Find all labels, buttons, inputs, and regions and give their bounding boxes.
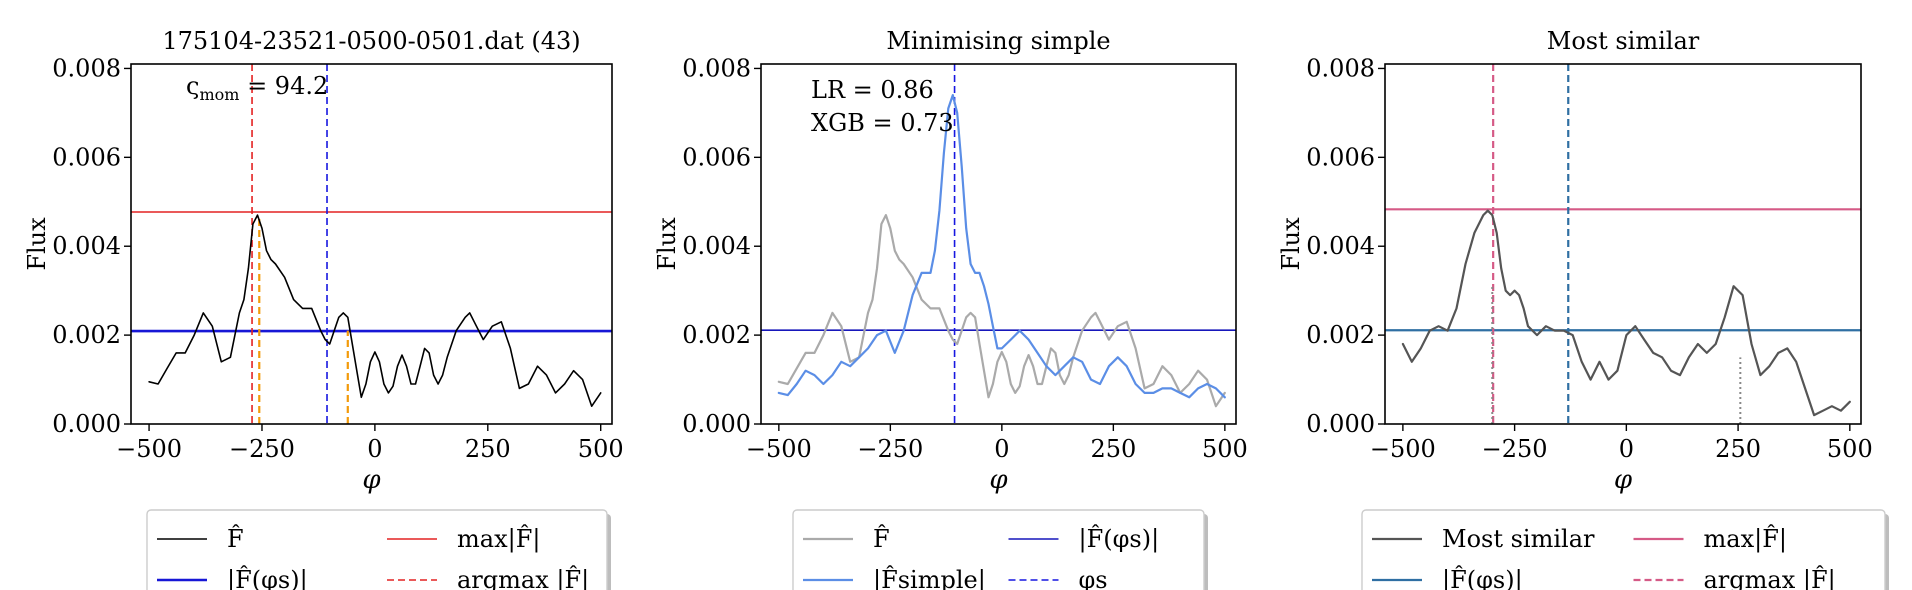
y-tick-label: 0.000 xyxy=(52,410,121,438)
x-axis-label: φ xyxy=(989,465,1008,495)
y-axis-label: Flux xyxy=(23,217,51,271)
y-tick-label: 0.002 xyxy=(1306,321,1375,349)
x-tick-label: −500 xyxy=(746,435,812,463)
axes-frame xyxy=(130,63,613,425)
legend-label: φs xyxy=(1079,566,1108,590)
x-tick-label: 250 xyxy=(1715,435,1761,463)
chart-panel-1: −500 −250 0 250 500 0.000 0.002 0.004 0.006 0.008… xyxy=(23,27,624,590)
y-tick-label: 0.004 xyxy=(1306,232,1375,260)
x-tick-label: 500 xyxy=(1827,435,1873,463)
chart-title: Most similar xyxy=(1547,27,1700,55)
chart-panel-2: −500 −250 0 250 500 0.000 0.002 0.004 0.006 0.008… xyxy=(653,27,1248,590)
legend-label: F̂ xyxy=(227,525,244,553)
legend-label: F̂ xyxy=(873,525,890,553)
chart-panel-3: −500 −250 0 250 500 0.000 0.002 0.004 0.006 0.008… xyxy=(1277,27,1889,590)
axes-frame xyxy=(1384,63,1862,425)
x-tick-label: 500 xyxy=(578,435,624,463)
legend-label: |F̂(φs)| xyxy=(1442,566,1523,590)
annotation-text: ςmom = 94.2 xyxy=(186,72,328,104)
plot-area xyxy=(1385,64,1861,424)
legend-label: |F̂simple| xyxy=(873,566,986,590)
series-line-2 xyxy=(777,93,1226,399)
legend-box xyxy=(146,509,608,590)
legend-label: |F̂(φs)| xyxy=(1079,525,1160,554)
x-tick-label: 0 xyxy=(1619,435,1634,463)
x-axis-label: φ xyxy=(362,465,381,495)
y-tick-label: 0.006 xyxy=(1306,143,1375,171)
x-tick-label: 0 xyxy=(994,435,1009,463)
series-line-1 xyxy=(1401,209,1851,417)
axes-frame xyxy=(760,63,1237,425)
annotation-value: = 94.2 xyxy=(239,72,328,100)
y-tick-label: 0.000 xyxy=(682,410,751,438)
x-axis-label: φ xyxy=(1614,465,1633,495)
series-line-1 xyxy=(148,214,602,408)
y-tick-label: 0.000 xyxy=(1306,410,1375,438)
x-tick-label: −250 xyxy=(229,435,295,463)
y-tick-label: 0.002 xyxy=(52,321,121,349)
legend: Most similar max|F̂| |F̂(φs)| argmax |F̂| xyxy=(1361,509,1889,590)
x-tick-label: 250 xyxy=(465,435,511,463)
y-tick-label: 0.008 xyxy=(682,54,751,82)
y-tick-label: 0.004 xyxy=(682,232,751,260)
legend-box xyxy=(1361,509,1886,590)
x-tick-label: 0 xyxy=(367,435,382,463)
plot-area xyxy=(131,64,612,424)
legend: F̂ max|F̂| |F̂(φs)| argmax |F̂| xyxy=(146,509,611,590)
y-tick-label: 0.006 xyxy=(52,143,121,171)
annotation-subscript: mom xyxy=(199,85,239,104)
x-tick-label: −250 xyxy=(1482,435,1548,463)
y-tick-label: 0.004 xyxy=(52,232,121,260)
legend-label: argmax |F̂| xyxy=(1704,566,1836,590)
x-tick-label: −500 xyxy=(116,435,182,463)
plot-area xyxy=(761,64,1236,424)
legend-label: argmax |F̂| xyxy=(457,566,589,590)
legend-label: |F̂(φs)| xyxy=(227,566,308,590)
y-axis-label: Flux xyxy=(1277,217,1305,271)
y-tick-label: 0.006 xyxy=(682,143,751,171)
annotation-symbol: ς xyxy=(186,72,199,100)
legend: F̂ |F̂(φs)| |F̂simple| φs xyxy=(792,509,1208,590)
chart-title: 175104-23521-0500-0501.dat (43) xyxy=(162,27,580,55)
legend-label: Most similar xyxy=(1442,525,1595,553)
legend-label: max|F̂| xyxy=(457,525,540,554)
x-tick-label: 500 xyxy=(1202,435,1248,463)
annotation-line-1: LR = 0.86 xyxy=(811,76,934,104)
y-tick-label: 0.008 xyxy=(52,54,121,82)
x-tick-label: −500 xyxy=(1370,435,1436,463)
annotation-line-2: XGB = 0.73 xyxy=(811,109,954,137)
legend-label: max|F̂| xyxy=(1704,525,1787,554)
series-line-1 xyxy=(777,214,1226,408)
y-tick-label: 0.002 xyxy=(682,321,751,349)
x-tick-label: −250 xyxy=(857,435,923,463)
chart-title: Minimising simple xyxy=(886,27,1110,55)
x-tick-label: 250 xyxy=(1090,435,1136,463)
y-axis-label: Flux xyxy=(653,217,681,271)
y-tick-label: 0.008 xyxy=(1306,54,1375,82)
legend-box xyxy=(792,509,1205,590)
